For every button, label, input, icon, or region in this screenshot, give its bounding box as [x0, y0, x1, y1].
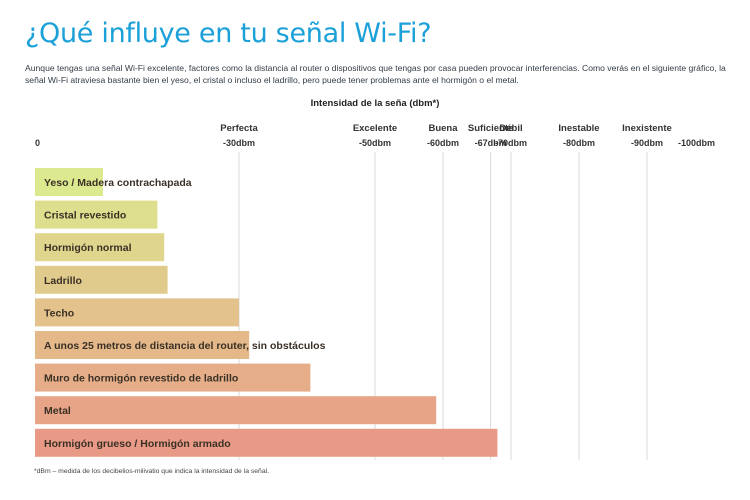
- page-title: ¿Qué influye en tu señal Wi-Fi?: [25, 18, 432, 49]
- tick-quality-label: Excelente: [353, 123, 397, 134]
- bar: [35, 233, 165, 262]
- bar: [35, 428, 498, 457]
- tick-label: -80dbm: [563, 138, 595, 148]
- tick-quality-label: Débil: [499, 123, 522, 134]
- bar: [35, 298, 239, 327]
- tick-quality-label: Suficiente: [468, 123, 513, 134]
- footnote: *dBm – medida de los decibelios-milivati…: [34, 468, 270, 475]
- tick-label: -50dbm: [359, 138, 391, 148]
- axis-title: Intensidad de la seña (dbm*): [310, 98, 440, 109]
- bar: [35, 331, 250, 359]
- tick-quality-label: Perfecta: [220, 123, 258, 134]
- bar-label: Metal: [44, 405, 71, 417]
- tick-quality-label: Buena: [428, 123, 458, 134]
- bar-label: Techo: [44, 307, 74, 319]
- tick-quality-label: Inestable: [558, 123, 599, 134]
- bar: [35, 265, 168, 294]
- intro-paragraph: Aunque tengas una señal Wi-Fi excelente,…: [25, 63, 726, 85]
- tick-label: -70dbm: [495, 138, 527, 148]
- bar: [35, 363, 311, 392]
- tick-label: -67dbm: [475, 138, 507, 148]
- bar-label: Hormigón normal: [44, 242, 132, 254]
- tick-label: -90dbm: [631, 138, 663, 148]
- bar-label: Hormigón grueso / Hormigón armado: [44, 438, 231, 450]
- bar-label: Yeso / Madera contrachapada: [44, 177, 192, 189]
- bar: [35, 200, 158, 229]
- wifi-signal-chart: 0 Perfecta -30dbm Excelente -50dbm Buena -60db…: [35, 123, 715, 460]
- tick-label: -100dbm: [678, 138, 715, 148]
- bar-label: Cristal revestido: [44, 210, 126, 222]
- bar: [35, 168, 103, 196]
- tick-label: 0: [35, 138, 40, 148]
- bar-label: Ladrillo: [44, 275, 82, 287]
- bar-label: Muro de hormigón revestido de ladrillo: [44, 373, 238, 385]
- tick-quality-label: Inexistente: [622, 123, 672, 134]
- tick-label: -30dbm: [223, 138, 255, 148]
- bar: [35, 396, 437, 425]
- bar-label: A unos 25 metros de distancia del router…: [44, 340, 326, 352]
- tick-label: -60dbm: [427, 138, 459, 148]
